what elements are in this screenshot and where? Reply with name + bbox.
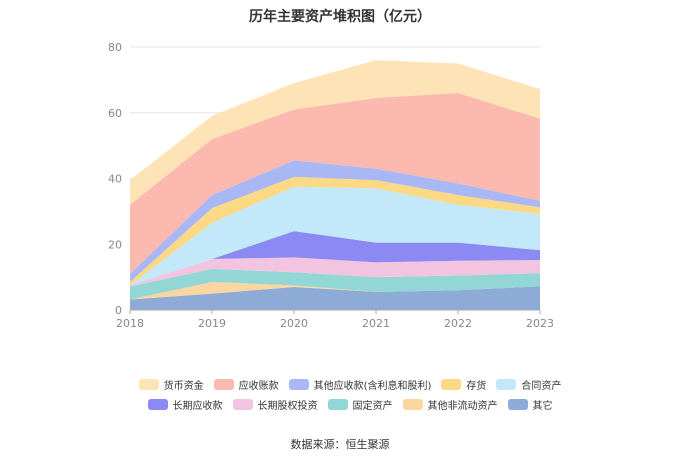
legend-label: 其他应收款(含利息和股利) (313, 380, 432, 392)
stacked-area-chart: 0 20 40 60 80 2018 2019 2020 2021 2022 2023 (108, 41, 554, 330)
x-tick-label: 2023 (526, 317, 554, 330)
legend-swatch (147, 398, 168, 410)
x-tick-label: 2022 (444, 317, 472, 330)
legend-label: 存货 (466, 380, 487, 392)
y-tick-label: 80 (108, 41, 122, 54)
legend-row-2: 长期应收款 长期股权投资 固定资产 其他非流动资产 其它 (130, 394, 570, 414)
x-tick-label: 2020 (280, 317, 308, 330)
legend-swatch (402, 398, 423, 410)
legend-swatch (327, 398, 348, 410)
y-tick-label: 0 (115, 304, 122, 317)
area-series (130, 231, 540, 286)
legend-label: 长期应收款 (172, 400, 223, 412)
legend-label: 其他非流动资产 (427, 400, 498, 412)
legend-swatch (496, 378, 517, 390)
x-tick-label: 2021 (362, 317, 390, 330)
y-tick-label: 60 (108, 107, 122, 120)
legend-swatch (213, 378, 234, 390)
area-series (130, 257, 540, 287)
legend-label: 货币资金 (163, 380, 204, 392)
legend-swatch (507, 398, 528, 410)
area-series (130, 160, 540, 283)
legend-item-fixed-assets[interactable]: 固定资产 (327, 397, 393, 412)
legend-item-other-non-current[interactable]: 其他非流动资产 (402, 397, 498, 412)
legend-item-other-receivables[interactable]: 其他应收款(含利息和股利) (288, 377, 432, 392)
legend-label: 应收账款 (238, 380, 279, 392)
chart-legend: 货币资金 应收账款 其他应收款(含利息和股利) 存货 合同资产 长期应 (130, 374, 570, 414)
legend-item-long-term-receivables[interactable]: 长期应收款 (147, 397, 223, 412)
legend-item-long-term-equity[interactable]: 长期股权投资 (232, 397, 318, 412)
legend-label: 其它 (532, 400, 553, 412)
area-series (130, 186, 540, 286)
area-series (130, 268, 540, 300)
legend-label: 固定资产 (352, 400, 393, 412)
x-tick-label: 2018 (116, 317, 144, 330)
y-tick-label: 40 (108, 173, 122, 186)
area-series (130, 176, 540, 286)
legend-swatch (138, 378, 159, 390)
area-series (130, 60, 540, 205)
chart-title: 历年主要资产堆积图（亿元） (249, 9, 431, 25)
legend-swatch (232, 398, 253, 410)
legend-item-cash[interactable]: 货币资金 (138, 377, 204, 392)
area-series (130, 93, 540, 274)
area-series (130, 282, 540, 300)
legend-item-contract-assets[interactable]: 合同资产 (496, 377, 561, 392)
legend-item-inventory[interactable]: 存货 (441, 377, 486, 392)
data-source: 数据来源：恒生聚源 (290, 438, 390, 451)
legend-item-accounts-receivable[interactable]: 应收账款 (213, 377, 279, 392)
y-tick-label: 20 (108, 238, 122, 251)
legend-swatch (288, 378, 309, 390)
legend-item-others[interactable]: 其它 (507, 397, 553, 412)
legend-label: 长期股权投资 (257, 400, 318, 412)
x-tick-label: 2019 (198, 317, 226, 330)
legend-row-1: 货币资金 应收账款 其他应收款(含利息和股利) 存货 合同资产 (130, 374, 570, 394)
legend-label: 合同资产 (521, 380, 562, 392)
area-series (130, 286, 540, 310)
legend-swatch (441, 378, 462, 390)
